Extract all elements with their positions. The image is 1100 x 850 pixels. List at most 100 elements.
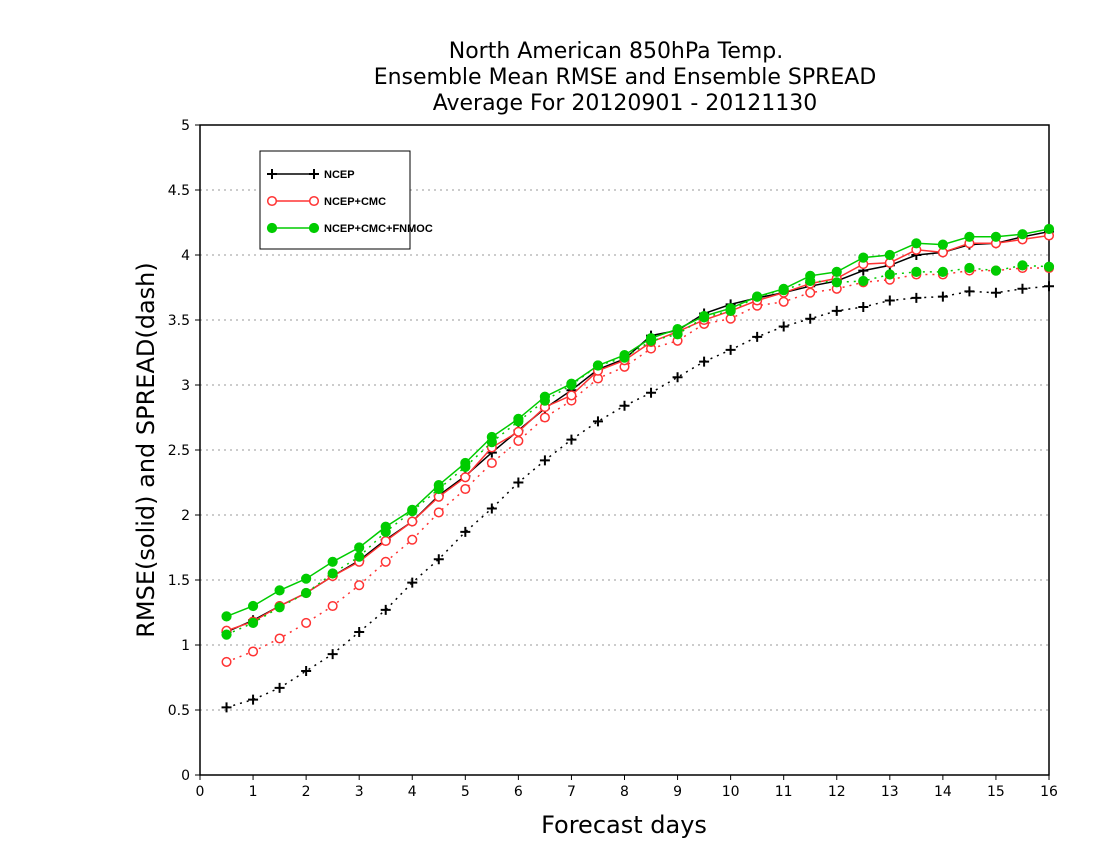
spread-point [327,568,338,579]
y-axis: 0 0.5 1 1.5 2 2.5 3 3.5 4 4.5 5 [168,118,200,784]
spread-point [248,694,259,705]
title-line-2: Ensemble Mean RMSE and Ensemble SPREAD [374,65,877,90]
x-tick-label: 15 [987,784,1005,800]
legend-marker [308,195,320,207]
spread-point [433,507,444,518]
rmse-point [460,457,471,469]
spread-point [778,321,789,332]
spread-point [937,266,948,277]
spread-point [274,633,285,644]
y-axis-label: RMSE(solid) and SPREAD(dash) [132,262,160,638]
spread-point [221,629,232,640]
rmse-point [911,238,922,249]
rmse-point [513,426,524,437]
rmse-point [672,324,683,335]
legend-item: NCEP+CMC+FNMOC [266,222,433,235]
rmse-point [619,350,630,361]
series-ncep-cmc-fnmoc-rmse [221,223,1055,622]
y-tick-label: 4 [181,248,190,264]
x-tick-label: 12 [828,784,846,800]
legend-label: NCEP [324,169,355,181]
y-tick-label: 2 [181,508,190,524]
rmse-point [805,270,816,281]
spread-point [911,266,922,277]
spread-point [699,356,710,367]
spread-point [646,387,657,398]
spread-point [539,455,550,466]
rmse-point [460,472,471,483]
spread-point [1043,261,1055,272]
spread-point [990,287,1001,298]
series-ncep-spread [221,281,1054,713]
rmse-line [226,228,1050,618]
spread-point [884,269,895,280]
x-tick-label: 0 [196,784,205,800]
rmse-point [301,573,312,584]
spread-point [566,434,577,445]
rmse-line [226,234,1050,632]
spread-point [486,457,497,469]
spread-point [831,277,842,288]
spread-point [805,287,816,298]
x-tick-label: 14 [934,784,952,800]
series-layer [221,223,1055,713]
series-ncep-cmc-spread [221,262,1055,667]
legend-marker [308,222,320,234]
spread-point [460,526,471,537]
x-tick-label: 1 [249,784,258,800]
legend-item: NCEP [267,169,355,181]
rmse-point [698,311,710,322]
legend-marker [309,169,319,179]
title-line-1: North American 850hPa Temp. [449,39,784,64]
legend-label: NCEP+CMC [324,196,386,208]
spread-point [1017,283,1028,294]
rmse-point [566,378,577,389]
legend-item: NCEP+CMC [266,195,386,208]
spread-point [380,604,391,615]
spread-point [354,580,365,591]
x-tick-label: 2 [302,784,311,800]
legend: NCEP NCEP+CMC NCEP+CMC+FNMOC [259,150,433,250]
legend-box [259,150,411,250]
rmse-point [858,252,869,263]
spread-point [539,412,550,423]
spread-point [380,556,391,567]
spread-point [221,702,232,713]
rmse-point [221,611,232,622]
spread-point [248,646,259,657]
rmse-point [354,542,365,553]
spread-point [1044,281,1054,292]
rmse-point [513,413,524,424]
x-tick-label: 7 [567,784,576,800]
spread-point [911,292,922,303]
spread-point [752,331,763,342]
series-ncep-cmc-fnmoc-spread [221,260,1055,640]
spread-point [301,666,312,676]
rmse-point [778,283,789,294]
x-tick-label: 13 [881,784,899,800]
rmse-point [433,480,444,491]
x-tick-label: 8 [620,784,629,800]
rmse-point [884,249,895,261]
y-tick-label: 2.5 [168,443,190,459]
x-axis: 0 1 2 3 4 5 6 7 8 9 10 11 12 13 14 15 16 [196,775,1058,800]
spread-point [433,554,444,565]
spread-point [619,400,630,411]
chart-title: North American 850hPa Temp. Ensemble Mea… [374,39,877,116]
rmse-point [407,516,418,527]
x-tick-label: 10 [722,784,740,800]
spread-point [354,627,365,637]
legend-marker [266,222,278,234]
spread-point [858,275,869,287]
spread-point [247,617,259,629]
spread-point [937,291,948,302]
rmse-point [247,600,259,612]
spread-point [327,649,338,660]
spread-point [274,602,285,613]
spread-point [354,551,365,562]
x-tick-label: 3 [355,784,364,800]
x-axis-label: Forecast days [541,811,707,839]
spread-point [990,265,1002,276]
series-ncep-rmse [221,226,1054,637]
spread-point [805,313,816,324]
